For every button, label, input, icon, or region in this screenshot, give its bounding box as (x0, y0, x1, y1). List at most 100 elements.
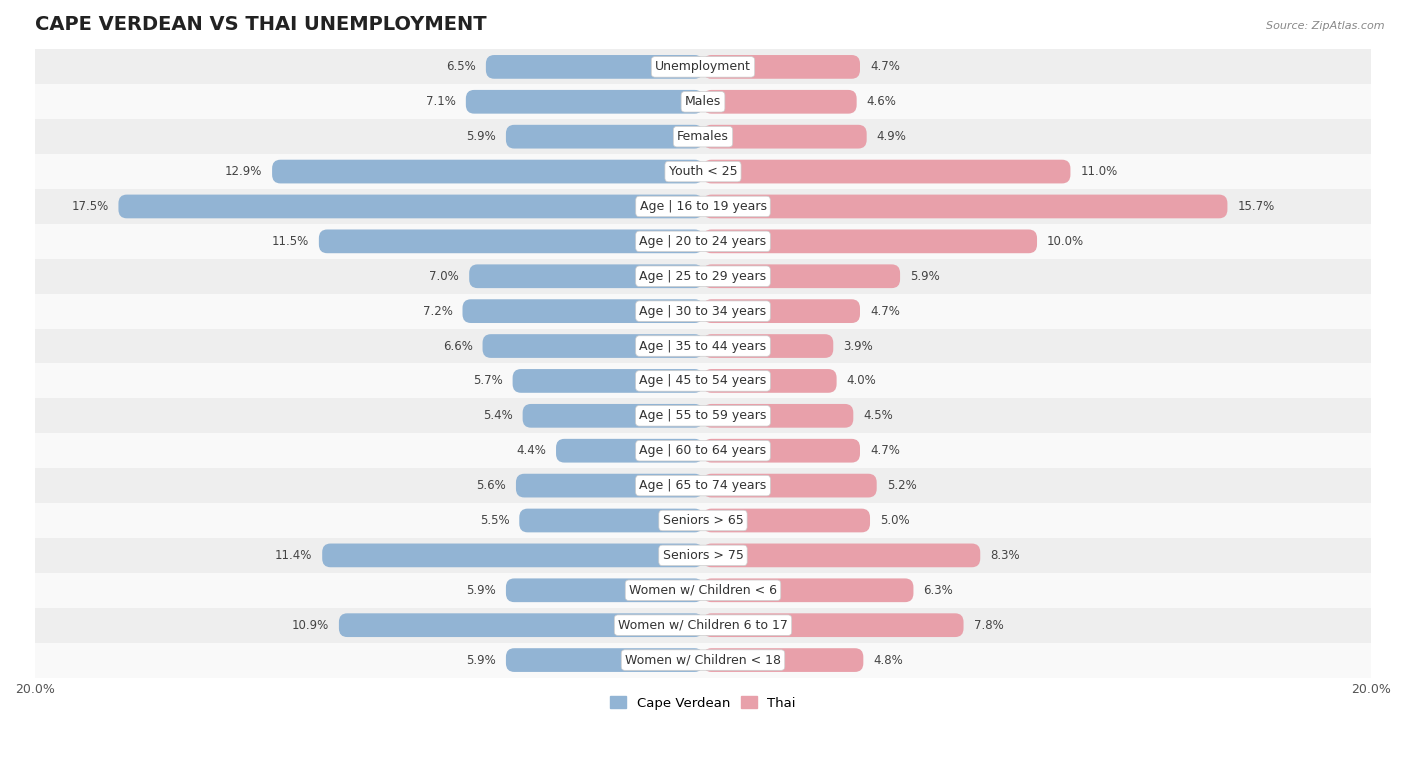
FancyBboxPatch shape (555, 439, 703, 463)
FancyBboxPatch shape (482, 334, 703, 358)
Bar (35, 329, 1371, 363)
Text: Age | 25 to 29 years: Age | 25 to 29 years (640, 269, 766, 283)
Text: Source: ZipAtlas.com: Source: ZipAtlas.com (1267, 21, 1385, 31)
Bar (35, 573, 1371, 608)
FancyBboxPatch shape (703, 299, 860, 323)
Text: Age | 55 to 59 years: Age | 55 to 59 years (640, 410, 766, 422)
FancyBboxPatch shape (516, 474, 703, 497)
FancyBboxPatch shape (486, 55, 703, 79)
Text: 4.7%: 4.7% (870, 444, 900, 457)
Bar (35, 259, 1371, 294)
FancyBboxPatch shape (703, 509, 870, 532)
Text: 6.6%: 6.6% (443, 340, 472, 353)
Text: Women w/ Children < 6: Women w/ Children < 6 (628, 584, 778, 597)
Text: 5.9%: 5.9% (467, 130, 496, 143)
Text: Youth < 25: Youth < 25 (669, 165, 737, 178)
Text: Unemployment: Unemployment (655, 61, 751, 73)
Bar (35, 643, 1371, 678)
Text: CAPE VERDEAN VS THAI UNEMPLOYMENT: CAPE VERDEAN VS THAI UNEMPLOYMENT (35, 15, 486, 34)
Text: 4.4%: 4.4% (516, 444, 546, 457)
Text: 10.9%: 10.9% (291, 618, 329, 631)
Text: Females: Females (678, 130, 728, 143)
Text: 17.5%: 17.5% (72, 200, 108, 213)
Bar (35, 120, 1371, 154)
Bar (35, 294, 1371, 329)
Bar (35, 398, 1371, 433)
Text: Age | 30 to 34 years: Age | 30 to 34 years (640, 304, 766, 318)
Text: 5.0%: 5.0% (880, 514, 910, 527)
Text: Women w/ Children < 18: Women w/ Children < 18 (626, 653, 780, 667)
Bar (35, 224, 1371, 259)
Text: 10.0%: 10.0% (1047, 235, 1084, 248)
FancyBboxPatch shape (506, 125, 703, 148)
FancyBboxPatch shape (703, 404, 853, 428)
Bar (35, 189, 1371, 224)
Bar (35, 84, 1371, 120)
FancyBboxPatch shape (703, 474, 877, 497)
FancyBboxPatch shape (703, 613, 963, 637)
FancyBboxPatch shape (465, 90, 703, 114)
Bar (35, 363, 1371, 398)
Text: 5.9%: 5.9% (467, 584, 496, 597)
Bar (35, 433, 1371, 468)
FancyBboxPatch shape (118, 195, 703, 218)
Text: Seniors > 65: Seniors > 65 (662, 514, 744, 527)
Bar (35, 154, 1371, 189)
FancyBboxPatch shape (703, 264, 900, 288)
Text: Age | 60 to 64 years: Age | 60 to 64 years (640, 444, 766, 457)
FancyBboxPatch shape (703, 648, 863, 672)
Text: 7.0%: 7.0% (429, 269, 460, 283)
Text: 4.9%: 4.9% (877, 130, 907, 143)
Text: 5.5%: 5.5% (479, 514, 509, 527)
Text: Women w/ Children 6 to 17: Women w/ Children 6 to 17 (619, 618, 787, 631)
Text: Age | 65 to 74 years: Age | 65 to 74 years (640, 479, 766, 492)
FancyBboxPatch shape (703, 334, 834, 358)
FancyBboxPatch shape (703, 578, 914, 602)
Text: 6.5%: 6.5% (446, 61, 475, 73)
Text: 5.6%: 5.6% (477, 479, 506, 492)
FancyBboxPatch shape (523, 404, 703, 428)
FancyBboxPatch shape (703, 544, 980, 567)
FancyBboxPatch shape (703, 195, 1227, 218)
Text: 7.1%: 7.1% (426, 95, 456, 108)
FancyBboxPatch shape (703, 160, 1070, 183)
Text: 8.3%: 8.3% (990, 549, 1019, 562)
Text: 3.9%: 3.9% (844, 340, 873, 353)
Text: Males: Males (685, 95, 721, 108)
Text: 5.9%: 5.9% (910, 269, 939, 283)
FancyBboxPatch shape (703, 125, 866, 148)
Text: Age | 45 to 54 years: Age | 45 to 54 years (640, 375, 766, 388)
Text: 4.6%: 4.6% (866, 95, 897, 108)
FancyBboxPatch shape (319, 229, 703, 254)
Text: 4.8%: 4.8% (873, 653, 903, 667)
Bar (35, 468, 1371, 503)
FancyBboxPatch shape (519, 509, 703, 532)
Text: Age | 16 to 19 years: Age | 16 to 19 years (640, 200, 766, 213)
FancyBboxPatch shape (703, 55, 860, 79)
Text: 11.4%: 11.4% (274, 549, 312, 562)
FancyBboxPatch shape (470, 264, 703, 288)
Legend: Cape Verdean, Thai: Cape Verdean, Thai (605, 691, 801, 715)
FancyBboxPatch shape (703, 439, 860, 463)
Bar (35, 538, 1371, 573)
FancyBboxPatch shape (703, 229, 1038, 254)
FancyBboxPatch shape (463, 299, 703, 323)
FancyBboxPatch shape (703, 369, 837, 393)
Text: Age | 20 to 24 years: Age | 20 to 24 years (640, 235, 766, 248)
Text: 5.7%: 5.7% (472, 375, 502, 388)
Text: 6.3%: 6.3% (924, 584, 953, 597)
Text: 4.5%: 4.5% (863, 410, 893, 422)
Text: 15.7%: 15.7% (1237, 200, 1275, 213)
Text: 7.2%: 7.2% (423, 304, 453, 318)
Bar (35, 503, 1371, 538)
Bar (35, 608, 1371, 643)
FancyBboxPatch shape (513, 369, 703, 393)
FancyBboxPatch shape (339, 613, 703, 637)
Text: 12.9%: 12.9% (225, 165, 262, 178)
FancyBboxPatch shape (322, 544, 703, 567)
Text: 7.8%: 7.8% (973, 618, 1004, 631)
Bar (35, 49, 1371, 84)
FancyBboxPatch shape (703, 90, 856, 114)
Text: 11.0%: 11.0% (1080, 165, 1118, 178)
FancyBboxPatch shape (506, 648, 703, 672)
